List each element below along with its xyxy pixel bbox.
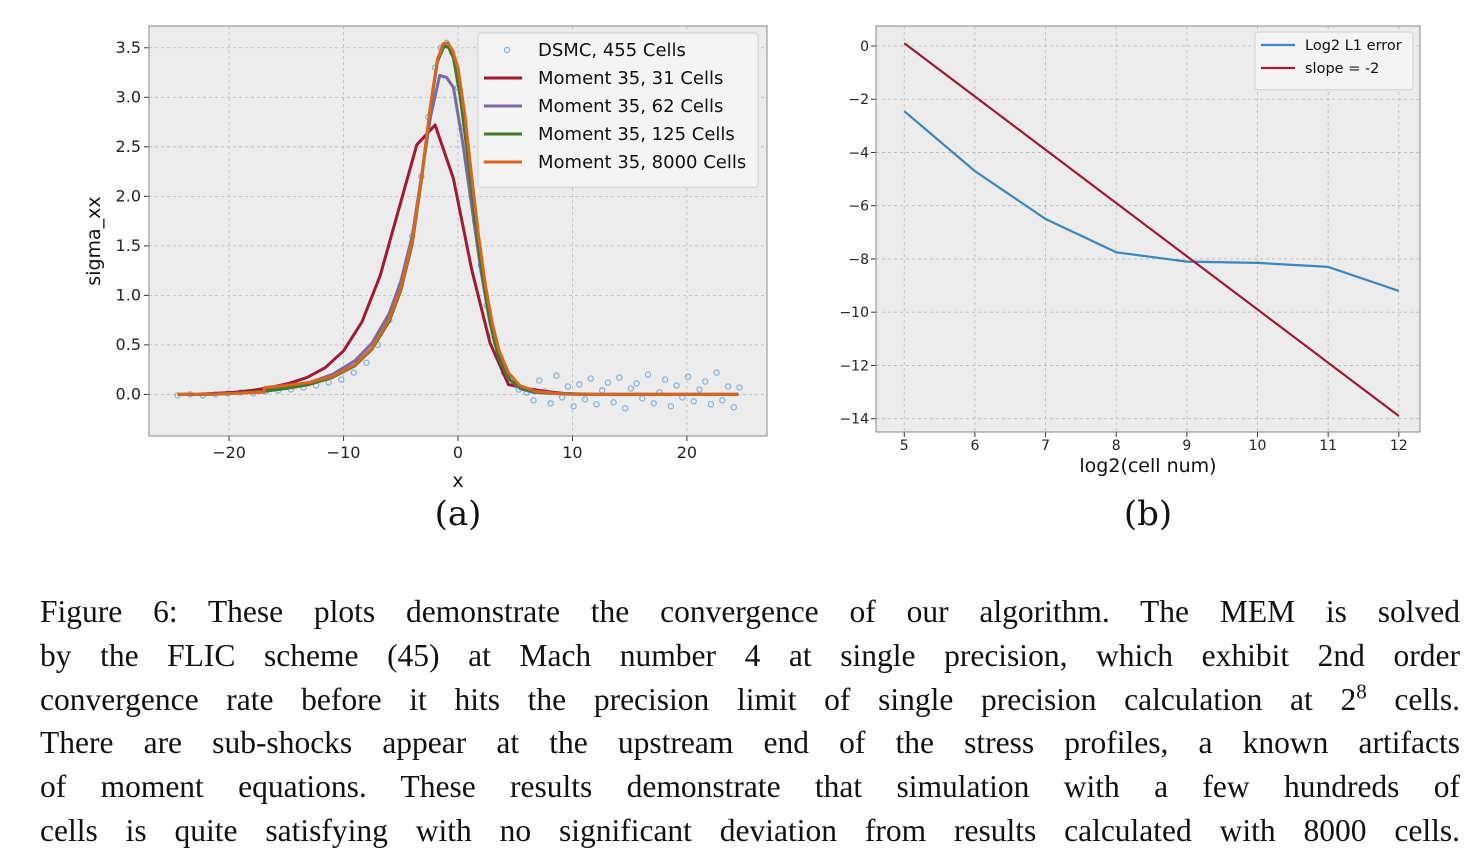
legend-label-dsmc-455-cells: DSMC, 455 Cells [538, 40, 686, 61]
data-point-dsmc-455-cells-65 [684, 373, 692, 380]
panel-label: (b) [1124, 494, 1172, 534]
x-tick-label-5: 10 [1249, 438, 1267, 454]
chart-panel-b: 5 6 7 8 9 10 11 12 0 −2 −4 −6 −8 −10 −12 −14 log2(cell n… [839, 25, 1421, 534]
series-line-slope-2 [903, 42, 1400, 417]
data-point-dsmc-455-cells-51 [604, 379, 612, 386]
x-tick-label-3: 8 [1112, 438, 1121, 454]
x-tick-label-6: 11 [1319, 438, 1337, 454]
data-point-dsmc-455-cells-68 [702, 378, 709, 385]
caption-line-3-end: cells. [1366, 681, 1460, 717]
data-point-dsmc-455-cells-52 [610, 399, 617, 406]
caption-line-1: Figure 6: These plots demonstrate the co… [40, 594, 1460, 629]
caption-line-3: convergence rate before it hits the prec… [40, 678, 1460, 722]
caption-line-5: of moment equations. These results demon… [40, 769, 1460, 805]
series-line-log2-l1-error [903, 110, 1400, 292]
figure-caption: Figure 6: These plots demonstrate the co… [40, 590, 1460, 853]
data-point-dsmc-455-cells-55 [627, 385, 635, 392]
y-tick-label-2: 1.0 [116, 285, 141, 304]
data-point-dsmc-455-cells-38 [530, 397, 537, 404]
series-group [174, 39, 743, 412]
caption-superscript: 8 [1356, 679, 1367, 704]
data-point-dsmc-455-cells-48 [587, 375, 594, 382]
y-tick-label-6: 3.0 [116, 87, 141, 106]
x-tick-label-0: −20 [212, 443, 246, 462]
x-tick-label-3: 10 [562, 443, 582, 462]
series-line-moment-35-8000-cells [177, 41, 739, 396]
y-tick-label-7: −14 [839, 412, 869, 428]
legend-marker-dsmc-455-cells [503, 46, 511, 54]
y-tick-label-3: 1.5 [116, 236, 141, 255]
legend: DSMC, 455 Cells Moment 35, 31 Cells Moment… [477, 32, 759, 188]
data-point-dsmc-455-cells-44 [564, 383, 572, 390]
x-tick-label-4: 20 [677, 443, 697, 462]
caption-line-6: cells is quite satisfying with no signif… [40, 812, 1460, 848]
data-point-dsmc-455-cells-46 [576, 381, 583, 388]
x-tick-label-7: 12 [1390, 438, 1408, 454]
legend-box [1254, 31, 1414, 91]
series-group [903, 42, 1400, 417]
x-tick-label-2: 0 [453, 443, 463, 462]
data-point-dsmc-455-cells-56 [633, 380, 640, 387]
data-point-dsmc-455-cells-58 [644, 371, 652, 378]
data-point-dsmc-455-cells-54 [621, 405, 629, 412]
y-tick-label-0: 0 [860, 39, 869, 55]
legend-label-moment-35-125-cells: Moment 35, 125 Cells [538, 124, 735, 145]
legend-label-moment-35-8000-cells: Moment 35, 8000 Cells [538, 152, 746, 173]
legend-box [477, 32, 759, 188]
panel-label: (a) [435, 494, 482, 534]
y-tick-label-2: −4 [848, 145, 869, 161]
y-tick-label-0: 0.0 [116, 384, 141, 403]
x-tick-label-2: 7 [1041, 438, 1050, 454]
x-axis-label: log2(cell num) [1079, 455, 1216, 477]
legend: Log2 L1 error slope = -2 [1254, 31, 1414, 91]
data-point-dsmc-455-cells-69 [707, 401, 715, 408]
data-point-dsmc-455-cells-59 [650, 400, 657, 407]
y-tick-label-1: 0.5 [116, 335, 141, 354]
y-tick-label-4: −8 [848, 252, 869, 268]
caption-line-2: by the FLIC scheme (45) at Mach number 4… [40, 637, 1460, 673]
data-point-dsmc-455-cells-13 [338, 376, 345, 383]
data-point-dsmc-455-cells-49 [593, 401, 600, 408]
y-tick-label-5: −10 [839, 305, 869, 321]
data-point-dsmc-455-cells-70 [713, 369, 720, 376]
y-tick-label-6: −12 [839, 358, 869, 374]
plot-frame [875, 25, 1421, 433]
chart-panel-a: −20 −10 0 10 20 0.0 0.5 1.0 1.5 2.0 2.5 3.0 3.5 x sigm… [83, 25, 768, 534]
caption-line-3-text: convergence rate before it hits the prec… [40, 681, 1357, 717]
y-tick-label-5: 2.5 [116, 137, 141, 156]
data-point-dsmc-455-cells-67 [696, 386, 703, 393]
caption-line-4: There are sub-shocks appear at the upstr… [40, 725, 1460, 761]
plot-frame [148, 25, 768, 437]
data-point-dsmc-455-cells-71 [719, 397, 726, 404]
data-point-dsmc-455-cells-41 [547, 400, 554, 407]
data-point-dsmc-455-cells-47 [581, 396, 589, 403]
y-tick-label-7: 3.5 [116, 38, 141, 57]
data-point-dsmc-455-cells-15 [363, 359, 370, 366]
legend-label-moment-35-62-cells: Moment 35, 62 Cells [538, 96, 723, 117]
x-tick-label-1: 6 [970, 438, 979, 454]
x-tick-label-0: 5 [900, 438, 909, 454]
data-point-dsmc-455-cells-53 [616, 374, 623, 381]
legend-label-slope-2: slope = -2 [1305, 61, 1379, 77]
data-point-dsmc-455-cells-73 [730, 404, 738, 411]
data-point-dsmc-455-cells-42 [553, 372, 560, 379]
legend-label-log2-l1-error: Log2 L1 error [1305, 38, 1402, 54]
legend-label-moment-35-31-cells: Moment 35, 31 Cells [538, 68, 723, 89]
y-tick-label-4: 2.0 [116, 186, 141, 205]
data-point-dsmc-455-cells-14 [350, 369, 358, 376]
data-point-dsmc-455-cells-72 [724, 383, 732, 390]
y-axis-label: sigma_xx [83, 196, 105, 285]
data-point-dsmc-455-cells-61 [661, 376, 669, 383]
y-tick-label-3: −6 [848, 199, 869, 215]
x-tick-label-1: −10 [327, 443, 361, 462]
x-tick-label-4: 9 [1182, 438, 1191, 454]
data-point-dsmc-455-cells-74 [736, 384, 743, 391]
data-point-dsmc-455-cells-66 [690, 398, 697, 405]
y-tick-label-1: −2 [848, 92, 869, 108]
data-point-dsmc-455-cells-62 [667, 403, 675, 410]
data-point-dsmc-455-cells-39 [536, 377, 543, 384]
data-point-dsmc-455-cells-63 [673, 382, 680, 389]
x-axis-label: x [452, 470, 463, 492]
data-point-dsmc-455-cells-45 [570, 403, 577, 410]
